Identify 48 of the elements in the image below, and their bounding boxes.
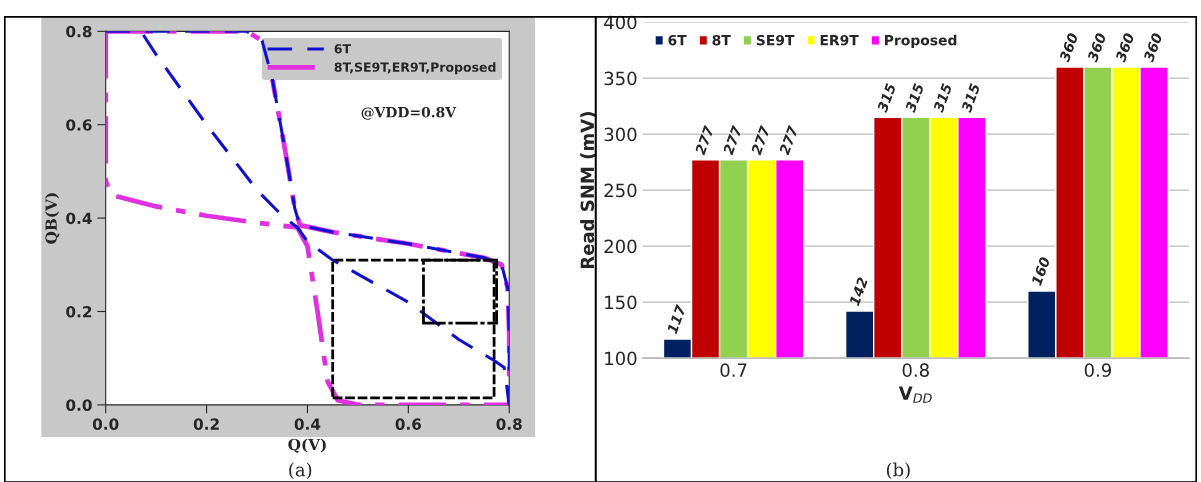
data-label: 315 bbox=[904, 82, 925, 114]
y-tick-label: 0.6 bbox=[66, 119, 92, 131]
y-tick-label: 100 bbox=[605, 351, 637, 366]
legend-label: 6T bbox=[334, 44, 351, 54]
x-tick-label: 0.6 bbox=[395, 418, 422, 430]
y-tick-label: 250 bbox=[604, 183, 637, 198]
legend-label: 8T,SE9T,ER9T,Proposed bbox=[334, 62, 496, 75]
y-tick-label: 0.4 bbox=[66, 212, 92, 225]
legend-label: 6T bbox=[668, 34, 687, 46]
y-tick-label: 150 bbox=[605, 295, 637, 310]
x-axis-title: Q(V) bbox=[288, 438, 326, 453]
data-label: 117 bbox=[666, 304, 687, 335]
y-tick-label: 0.0 bbox=[66, 399, 92, 411]
y-tick-label: 300 bbox=[604, 127, 637, 142]
y-axis-title: QB(V) bbox=[45, 193, 60, 244]
data-label: 360 bbox=[1086, 32, 1107, 63]
legend-label: Proposed bbox=[885, 34, 957, 49]
legend-label: 8T bbox=[712, 34, 731, 46]
data-label: 160 bbox=[1030, 256, 1051, 287]
data-label: 277 bbox=[750, 124, 771, 156]
data-label: 315 bbox=[876, 82, 897, 114]
x-tick-label: 0.0 bbox=[92, 418, 119, 430]
data-label: 142 bbox=[848, 276, 868, 307]
data-label: 277 bbox=[694, 124, 715, 156]
text: (a) bbox=[289, 462, 312, 480]
legend-label: SE9T bbox=[756, 34, 795, 46]
annotation: @VDD=0.8V bbox=[361, 106, 457, 120]
x-axis-title: V$_{DD}$ bbox=[898, 386, 932, 403]
text: (b) bbox=[886, 462, 910, 480]
x-tick-label: 0.8 bbox=[902, 363, 929, 377]
x-tick-label: 0.9 bbox=[1084, 363, 1111, 377]
data-label: 360 bbox=[1142, 32, 1163, 63]
y-tick-label: 0.2 bbox=[66, 305, 92, 318]
data-label: 315 bbox=[960, 82, 981, 114]
data-label: 277 bbox=[778, 124, 799, 156]
data-label: 360 bbox=[1058, 32, 1079, 63]
y-tick-label: 200 bbox=[604, 239, 637, 254]
data-label: 277 bbox=[722, 124, 743, 156]
y-tick-label: 350 bbox=[604, 71, 637, 86]
x-tick-label: 0.7 bbox=[720, 363, 747, 377]
legend-label: ER9T bbox=[820, 34, 859, 46]
data-label: 360 bbox=[1114, 32, 1135, 63]
x-tick-label: 0.4 bbox=[294, 418, 321, 430]
y-axis-title: Read SNM (mV) bbox=[580, 112, 597, 269]
y-tick-label: 0.8 bbox=[66, 25, 92, 38]
x-tick-label: 0.8 bbox=[496, 418, 522, 430]
data-label: 315 bbox=[932, 82, 953, 114]
x-tick-label: 0.2 bbox=[193, 418, 219, 430]
